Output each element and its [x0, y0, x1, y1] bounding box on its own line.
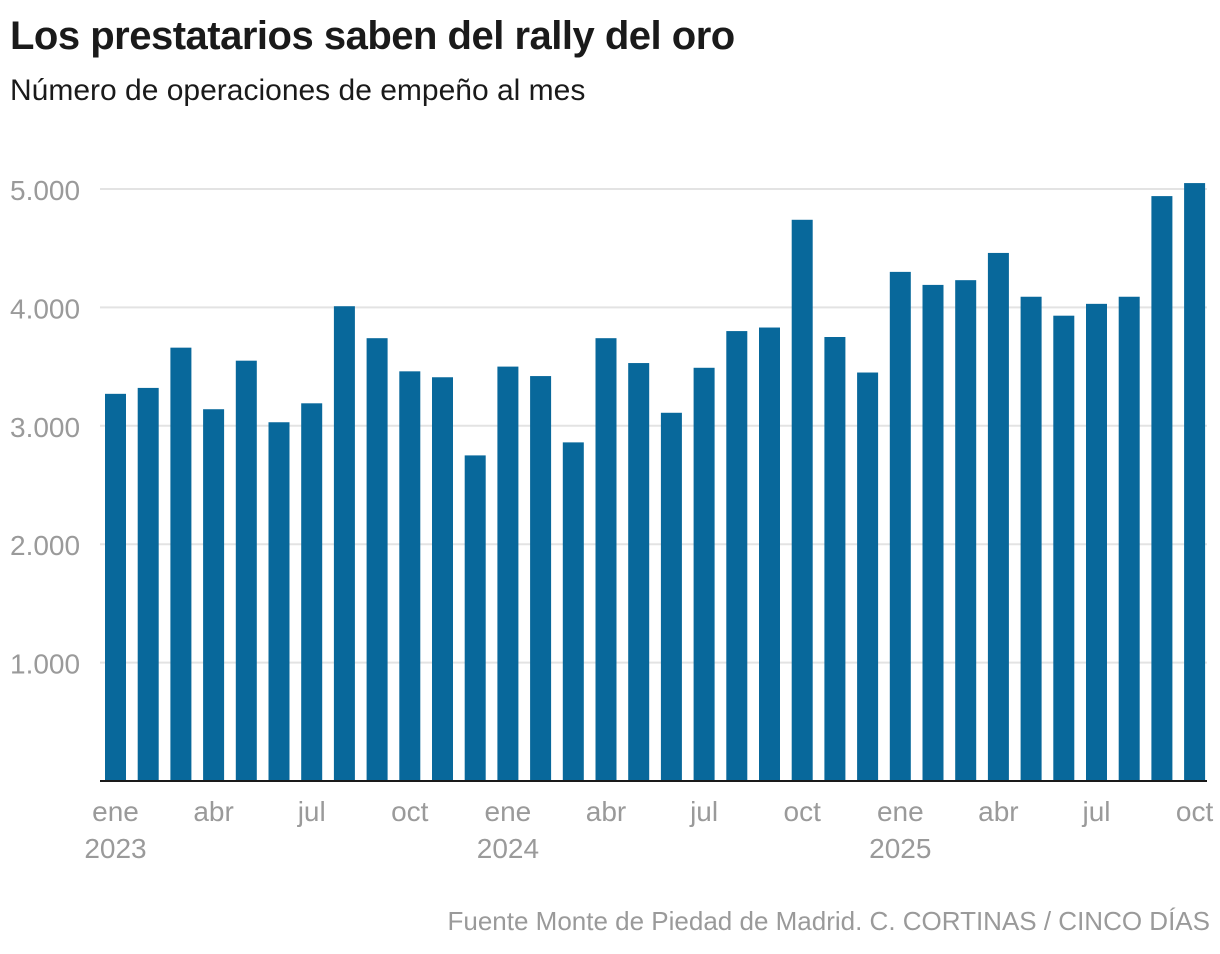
- bar: ene 2024: 3500: [497, 366, 519, 781]
- y-tick-label: 4.000: [10, 293, 80, 324]
- bar: mar 2023: 3660: [170, 347, 192, 781]
- x-tick-label: ene: [485, 796, 532, 827]
- bar: may 2025: 4090: [1020, 296, 1042, 781]
- bar: dic 2024: 3450: [857, 372, 879, 781]
- chart-subtitle: Número de operaciones de empeño al mes: [10, 74, 586, 107]
- bar: jun 2024: 3110: [660, 412, 682, 781]
- bar: oct 2023: 3460: [399, 371, 421, 781]
- x-tick-label: ene: [92, 796, 139, 827]
- y-tick-label: 5.000: [10, 175, 80, 206]
- y-tick-label: 1.000: [10, 649, 80, 680]
- bar: nov 2024: 3750: [824, 337, 846, 781]
- bar: nov 2023: 3410: [432, 377, 453, 781]
- bar: ago 2023: 4010: [333, 306, 355, 781]
- bar: oct 2024: 4740: [791, 219, 813, 781]
- x-tick-year: 2024: [477, 833, 539, 864]
- bar: feb 2025: 4190: [922, 284, 944, 781]
- x-tick-year: 2023: [84, 833, 146, 864]
- x-tick-year: 2025: [869, 833, 931, 864]
- bars: ene 2023: 3270 feb 2023: 3320 mar 2023: 36…: [105, 183, 1206, 781]
- x-tick-label: abr: [193, 796, 233, 827]
- x-tick-label: ene: [877, 796, 924, 827]
- x-tick-label: jul: [689, 796, 718, 827]
- x-tick-label: oct: [784, 796, 822, 827]
- bar: may 2023: 3550: [235, 360, 257, 781]
- bar: mar 2024: 2860: [562, 442, 584, 781]
- bar: may 2024: 3530: [628, 363, 650, 781]
- bar: jun 2025: 3930: [1053, 315, 1075, 781]
- x-axis-ticks: ene 2023 abr jul oct ene 2024 abr jul oct ene 2025 a…: [84, 796, 1213, 864]
- bar: feb 2023: 3320: [137, 387, 159, 781]
- y-tick-label: 3.000: [10, 412, 80, 443]
- bar: ago 2025: 4090: [1118, 296, 1140, 781]
- bar: mar 2025: 4230: [955, 280, 977, 781]
- bar: abr 2024: 3740: [595, 338, 617, 781]
- bar: ene 2023: 3270: [105, 393, 126, 781]
- x-tick-label: oct: [391, 796, 429, 827]
- bar: feb 2024: 3420: [530, 376, 552, 781]
- y-tick-label: 2.000: [10, 530, 80, 561]
- x-tick-label: abr: [978, 796, 1018, 827]
- x-tick-label: jul: [1081, 796, 1110, 827]
- y-axis-ticks: 1.000 2.000 3.000 4.000 5.000: [10, 175, 80, 680]
- bar: sep 2025: 4940: [1151, 196, 1173, 781]
- bar: sep 2024: 3830: [759, 327, 780, 781]
- bar: abr 2025: 4460: [987, 252, 1009, 781]
- bar: jul 2025: 4030: [1086, 303, 1107, 781]
- source-note: Fuente Monte de Piedad de Madrid. C. COR…: [447, 906, 1211, 936]
- x-tick-label: abr: [586, 796, 626, 827]
- bar: abr 2023: 3140: [203, 409, 225, 781]
- bar: dic 2023: 2750: [464, 455, 486, 781]
- bar: jul 2024: 3490: [693, 367, 715, 781]
- x-tick-label: jul: [297, 796, 326, 827]
- bar: jul 2023: 3190: [301, 403, 323, 781]
- bar-chart: 1.000 2.000 3.000 4.000 5.000 ene 2023: 3270…: [10, 175, 1213, 864]
- bar: oct 2025: 5050: [1184, 183, 1206, 781]
- bar: jun 2023: 3030: [268, 422, 290, 781]
- bar: ago 2024: 3800: [726, 331, 748, 781]
- x-tick-label: oct: [1176, 796, 1214, 827]
- chart-title: Los prestatarios saben del rally del oro: [10, 14, 735, 58]
- bar: sep 2023: 3740: [366, 338, 388, 781]
- bar: ene 2025: 4300: [889, 271, 911, 781]
